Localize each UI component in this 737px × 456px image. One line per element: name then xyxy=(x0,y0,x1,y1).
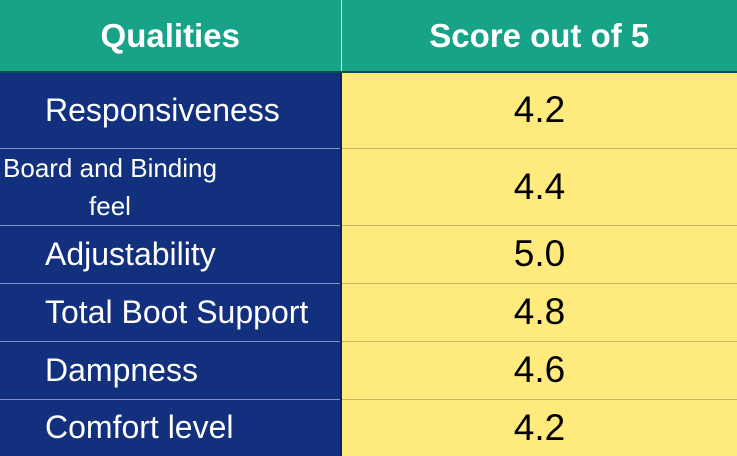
quality-cell: Total Boot Support xyxy=(0,283,342,342)
quality-cell: Adjustability xyxy=(0,225,342,284)
table-row: Board and Binding feel 4.4 xyxy=(0,148,737,226)
score-cell: 5.0 xyxy=(341,225,737,284)
quality-cell: Responsiveness xyxy=(0,72,342,149)
quality-cell: Board and Binding feel xyxy=(0,148,342,226)
score-cell: 4.4 xyxy=(341,148,737,226)
score-cell: 4.8 xyxy=(341,283,737,342)
table-row: Comfort level 4.2 xyxy=(0,399,737,456)
table-row: Responsiveness 4.2 xyxy=(0,72,737,149)
qualities-column-header: Qualities xyxy=(0,0,342,73)
score-cell: 4.2 xyxy=(341,72,737,149)
score-column-header: Score out of 5 xyxy=(341,0,737,73)
score-cell: 4.2 xyxy=(341,399,737,456)
table-row: Total Boot Support 4.8 xyxy=(0,283,737,342)
score-cell: 4.6 xyxy=(341,341,737,400)
quality-cell: Dampness xyxy=(0,341,342,400)
table-row: Dampness 4.6 xyxy=(0,341,737,400)
table-row: Adjustability 5.0 xyxy=(0,225,737,284)
quality-cell: Comfort level xyxy=(0,399,342,456)
table-header-row: Qualities Score out of 5 xyxy=(0,0,737,73)
